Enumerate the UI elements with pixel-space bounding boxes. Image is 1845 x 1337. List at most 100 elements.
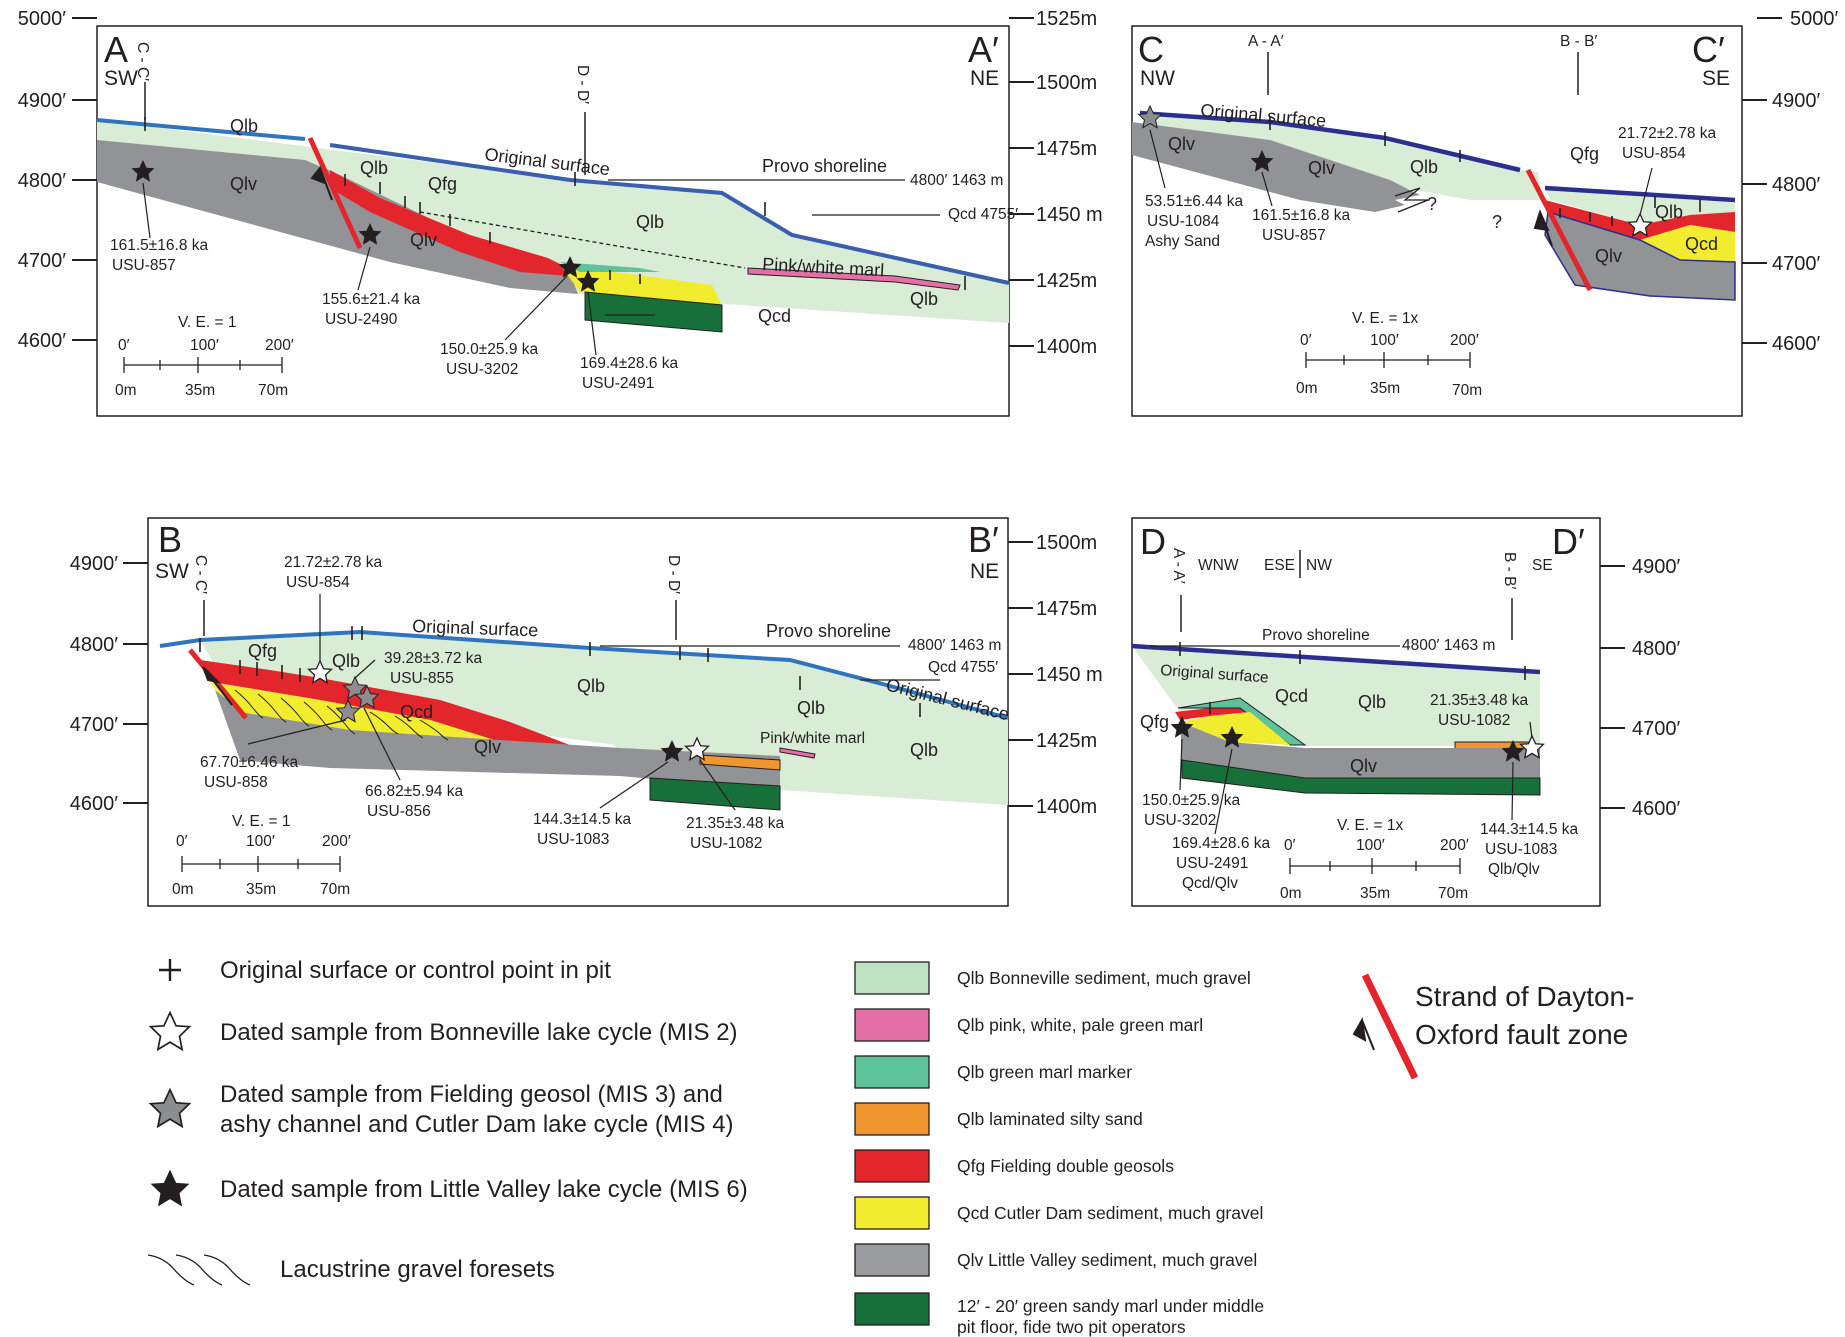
legend-label: Qfg Fielding double geosols: [957, 1156, 1174, 1176]
scale-label: 100′: [1356, 837, 1385, 854]
qlv-unit: [1180, 722, 1540, 778]
direction-label: ESE: [1264, 557, 1295, 574]
axis-tick-label: 1425m: [1036, 270, 1097, 292]
sample-id: USU-856: [367, 803, 431, 820]
legend-label: Dated sample from Bonneville lake cycle …: [220, 1019, 738, 1046]
sample-age: 150.0±25.9 ka: [440, 341, 539, 358]
qlv-unit: [240, 712, 780, 790]
white-star-icon: [149, 1011, 191, 1051]
pinch-out-line: [1394, 187, 1429, 213]
axis-tick-label: 1500m: [1036, 72, 1097, 94]
original-surface-line: [1131, 643, 1541, 675]
qlb-unit: [200, 632, 1008, 805]
unit-label: Qlv: [1308, 158, 1335, 178]
axis-tick-label: 4700′: [1632, 718, 1680, 740]
scale-label: 0m: [115, 382, 137, 399]
scale-label: 200′: [1450, 332, 1479, 349]
axis-tick-label: 1525m: [1036, 8, 1097, 30]
unit-label: Qlb: [332, 651, 360, 671]
qlv-unit: [1132, 122, 1420, 212]
unit-label: Qlb: [1410, 157, 1438, 177]
unit-label: Qlb: [797, 698, 825, 718]
green-sandy-marl: [649, 777, 781, 811]
unit-label: Qlb: [230, 116, 258, 136]
axis-tick-label: 5000′: [18, 8, 66, 30]
fault-legend-label: Strand of Dayton-: [1415, 981, 1634, 1012]
unit-label: Qlb: [360, 158, 388, 178]
sample-age: 144.3±14.5 ka: [533, 811, 632, 828]
axis-tick-label: 4800′: [18, 170, 66, 192]
panel-letter: C: [1138, 29, 1164, 70]
axis-tick-label: 4800′: [1772, 174, 1820, 196]
unit-label: Qcd: [1275, 686, 1308, 706]
direction-label: NW: [1306, 557, 1332, 574]
scale-label: 0m: [1296, 380, 1318, 397]
fault-arrow-icon: [1352, 1017, 1375, 1051]
panel-c: 5000′ 4900′ 4800′ 4700′ 4600′ C NW: [1131, 8, 1838, 417]
axis-tick-label: 4600′: [1632, 798, 1680, 820]
qcd-unit: [560, 265, 722, 305]
legend-swatch: [854, 1055, 930, 1089]
legend-label: Qlb Bonneville sediment, much gravel: [957, 968, 1251, 988]
sample-age: 150.0±25.9 ka: [1142, 792, 1241, 809]
unit-label: Qlv: [1350, 756, 1377, 776]
sample-id: USU-1082: [690, 835, 762, 852]
scale-bar: [123, 357, 283, 373]
marl-label: Pink/white marl: [760, 730, 865, 747]
sample-id: USU-2490: [325, 311, 398, 328]
reference-elevation-label: Qcd 4755′: [928, 659, 998, 676]
scale-label: 35m: [246, 881, 276, 898]
leader-lines: [1149, 129, 1653, 216]
axis-tick-label: 4800′: [1632, 638, 1680, 660]
original-surface-line: [1544, 185, 1736, 203]
cross-reference-label: D - D′: [574, 65, 591, 104]
original-surface-line: [1139, 110, 1521, 173]
unit-label: Qlv: [474, 737, 501, 757]
sample-id: USU-3202: [1144, 812, 1216, 829]
scale-label: 35m: [1360, 885, 1390, 902]
sample-age: 169.4±28.6 ka: [580, 355, 679, 372]
sample-age: 155.6±21.4 ka: [322, 291, 421, 308]
panel-a-right-axis: [1009, 17, 1034, 347]
scale-label: 0′: [1300, 332, 1312, 349]
panel-b: 4900′ 4800′ 4700′ 4600′ 1500m 1475m 1450…: [70, 517, 1103, 907]
qlv-unit: [97, 140, 578, 294]
sample-id: USU-855: [390, 670, 454, 687]
legend-label: Qlb green marl marker: [957, 1062, 1132, 1082]
fault-strand: [188, 648, 248, 720]
scale-bar: [1289, 858, 1461, 874]
sample-id: USU-1083: [537, 831, 609, 848]
sample-id: USU-857: [112, 257, 176, 274]
qlb-green-marl-marker: [1177, 697, 1307, 746]
direction-label: SE: [1532, 557, 1553, 574]
unit-label: Qcd: [1685, 234, 1718, 254]
cross-reference-label: A - A′: [1170, 548, 1187, 584]
question-mark: ?: [1492, 212, 1502, 232]
panel-b-left-axis: [123, 562, 148, 804]
unit-label: Qlb: [1655, 202, 1683, 222]
scale-label: 100′: [190, 337, 219, 354]
axis-tick-label: 5000′: [1790, 8, 1838, 30]
fault-legend-label: Oxford fault zone: [1415, 1019, 1628, 1050]
fault-arrow: [202, 666, 233, 706]
legend-swatch: [854, 1149, 930, 1183]
sample-id: USU-3202: [446, 361, 518, 378]
scale-label: 70m: [1438, 885, 1468, 902]
panel-letter: C′: [1692, 29, 1725, 70]
legend-swatch: [854, 1292, 930, 1326]
scale-label: 0′: [118, 337, 130, 354]
panel-letter: B′: [968, 519, 999, 560]
qcd-unit: [1640, 225, 1735, 262]
fault-legend: Strand of Dayton- Oxford fault zone: [1352, 973, 1634, 1080]
vertical-exaggeration: V. E. = 1x: [1337, 817, 1403, 834]
legend-label: Qlv Little Valley sediment, much gravel: [957, 1250, 1257, 1270]
sample-id: USU-854: [1622, 145, 1686, 162]
axis-tick-label: 1475m: [1036, 138, 1097, 160]
legend-label: Qlb pink, white, pale green marl: [957, 1015, 1203, 1035]
scale-label: 70m: [1452, 382, 1482, 399]
scale-label: 35m: [1370, 380, 1400, 397]
qfg-unit: [200, 660, 575, 748]
scale-bar: [181, 856, 341, 872]
qlv-unit: [1544, 211, 1736, 301]
